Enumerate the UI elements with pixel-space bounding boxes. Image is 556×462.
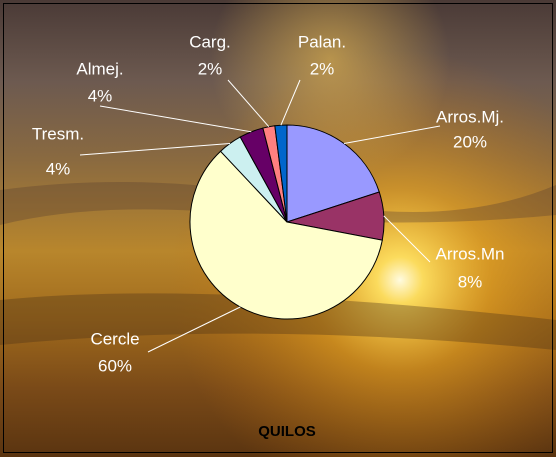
slice-percent: 2% <box>198 59 223 78</box>
slice-name: Carg. <box>189 32 231 51</box>
pie <box>190 125 384 319</box>
slice-percent: 4% <box>46 159 71 178</box>
slice-percent: 2% <box>310 59 335 78</box>
slice-percent: 4% <box>88 86 113 105</box>
slice-name: Arros.Mn <box>436 244 505 263</box>
chart-title: QUILOS <box>258 423 316 440</box>
slice-percent: 8% <box>458 272 483 291</box>
slice-name: Arros.Mj. <box>436 107 504 126</box>
slice-percent: 20% <box>453 132 487 151</box>
slice-name: Cercle <box>90 329 139 348</box>
slice-percent: 60% <box>98 356 132 375</box>
slice-name: Palan. <box>298 32 346 51</box>
slice-name: Tresm. <box>32 124 84 143</box>
slice-name: Almej. <box>76 59 123 78</box>
chart: QUILOS Arros.Mj. 20% Arros.Mn 8% Cercle 60% Tr… <box>0 0 556 457</box>
